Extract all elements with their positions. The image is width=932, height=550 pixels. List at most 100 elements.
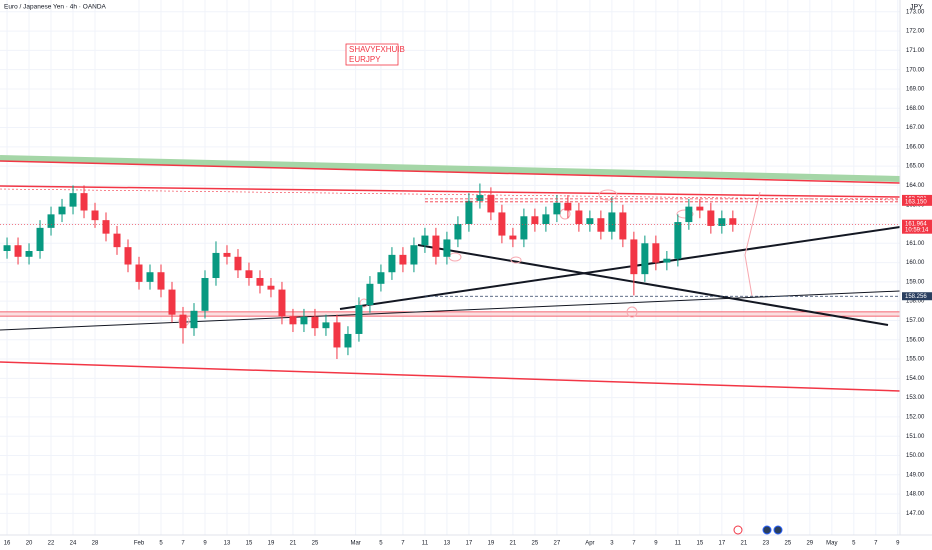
x-tick-label: 13 [444, 541, 451, 547]
candle-body [267, 285, 275, 290]
y-tick-label: 170.00 [906, 67, 925, 73]
candle-body [454, 224, 462, 240]
y-tick-label: 160.00 [906, 260, 925, 266]
y-tick-label: 148.00 [906, 492, 925, 498]
candle-body [355, 305, 363, 334]
candle-body [586, 218, 594, 225]
last-price-label: 161.964 [905, 221, 927, 227]
x-tick-label: 25 [312, 541, 319, 547]
event-icon[interactable] [733, 525, 743, 535]
candle-body [553, 202, 561, 215]
candle-body [608, 212, 616, 232]
y-tick-label: 154.00 [906, 376, 925, 382]
candle-body [25, 251, 33, 257]
x-tick-label: 21 [290, 541, 297, 547]
candle-body [388, 254, 396, 273]
x-tick-label: 11 [422, 541, 429, 547]
candle-body [124, 247, 132, 265]
y-tick-label: 173.00 [906, 9, 925, 15]
y-tick-label: 171.00 [906, 48, 925, 54]
candle-body [619, 212, 627, 240]
candle-body [212, 252, 220, 279]
x-tick-label: 16 [4, 541, 11, 547]
y-tick-label: 168.00 [906, 106, 925, 112]
x-tick-label: Mar [350, 541, 360, 547]
candle-body [135, 264, 143, 282]
candle-body [575, 210, 583, 225]
candle-body [718, 218, 726, 226]
x-tick-label: May [826, 541, 837, 547]
x-tick-label: Apr [585, 541, 594, 547]
x-tick-label: 24 [70, 541, 77, 547]
annotation: EURJPY [349, 55, 381, 64]
price-label-bg [902, 197, 932, 206]
candle-body [630, 239, 638, 275]
x-tick-label: 25 [784, 541, 791, 547]
x-tick-label: 23 [762, 541, 769, 547]
candle-body [322, 322, 330, 329]
event-icon[interactable] [762, 525, 772, 535]
x-tick-label: 5 [379, 541, 383, 547]
x-tick-label: 25 [532, 541, 539, 547]
y-tick-label: 165.00 [906, 164, 925, 170]
x-tick-label: 19 [268, 541, 275, 547]
x-tick-label: 5 [159, 541, 163, 547]
price-axis [900, 0, 932, 550]
candle-body [201, 278, 209, 311]
candle-body [432, 235, 440, 257]
drawings [0, 155, 901, 392]
x-tick-label: 22 [48, 541, 55, 547]
candle-body [80, 193, 88, 211]
y-tick-label: 147.00 [906, 511, 925, 517]
candle-body [465, 200, 473, 225]
x-tick-label: 20 [26, 541, 33, 547]
y-tick-label: 164.00 [906, 183, 925, 189]
x-tick-label: 15 [697, 541, 704, 547]
y-tick-label: 157.00 [906, 318, 925, 324]
x-tick-label: 7 [181, 541, 185, 547]
candle-body [58, 206, 66, 215]
candle-body [113, 233, 121, 248]
candle-body [443, 239, 451, 257]
last-price-bg [902, 219, 932, 234]
candle-body [256, 278, 264, 286]
x-tick-label: 19 [488, 541, 495, 547]
candle-body [344, 333, 352, 348]
candle-body [234, 256, 242, 271]
x-tick-label: 7 [632, 541, 636, 547]
y-tick-label: 158.00 [906, 299, 925, 305]
x-tick-label: 7 [401, 541, 405, 547]
x-tick-label: 27 [554, 541, 561, 547]
y-tick-label: 161.00 [906, 241, 925, 247]
candle-body [564, 202, 572, 211]
candle-body [421, 235, 429, 246]
price-label: 163.150 [905, 199, 927, 205]
x-tick-label: 17 [719, 541, 726, 547]
y-tick-label: 153.00 [906, 395, 925, 401]
candle-body [102, 220, 110, 234]
candle-body [3, 245, 11, 252]
candle-body [399, 254, 407, 265]
candle-body [157, 272, 165, 290]
candle-body [223, 252, 231, 257]
candle-body [696, 206, 704, 211]
event-icon[interactable] [773, 525, 783, 535]
x-tick-label: 9 [654, 541, 658, 547]
candle-body [520, 216, 528, 240]
candle-body [289, 316, 297, 325]
candle-body [641, 243, 649, 275]
y-tick-label: 159.00 [906, 279, 925, 285]
candle-body [300, 316, 308, 325]
candle-body [509, 235, 517, 240]
candle-body [91, 210, 99, 221]
countdown: 10:59:14 [905, 227, 929, 233]
candle-body [245, 270, 253, 279]
y-tick-label: 152.00 [906, 414, 925, 420]
candle-body [542, 214, 550, 225]
candle-body [36, 227, 44, 252]
x-tick-label: Feb [134, 541, 145, 547]
candle-body [190, 310, 198, 329]
candle-body [278, 289, 286, 317]
candle-body [377, 272, 385, 284]
